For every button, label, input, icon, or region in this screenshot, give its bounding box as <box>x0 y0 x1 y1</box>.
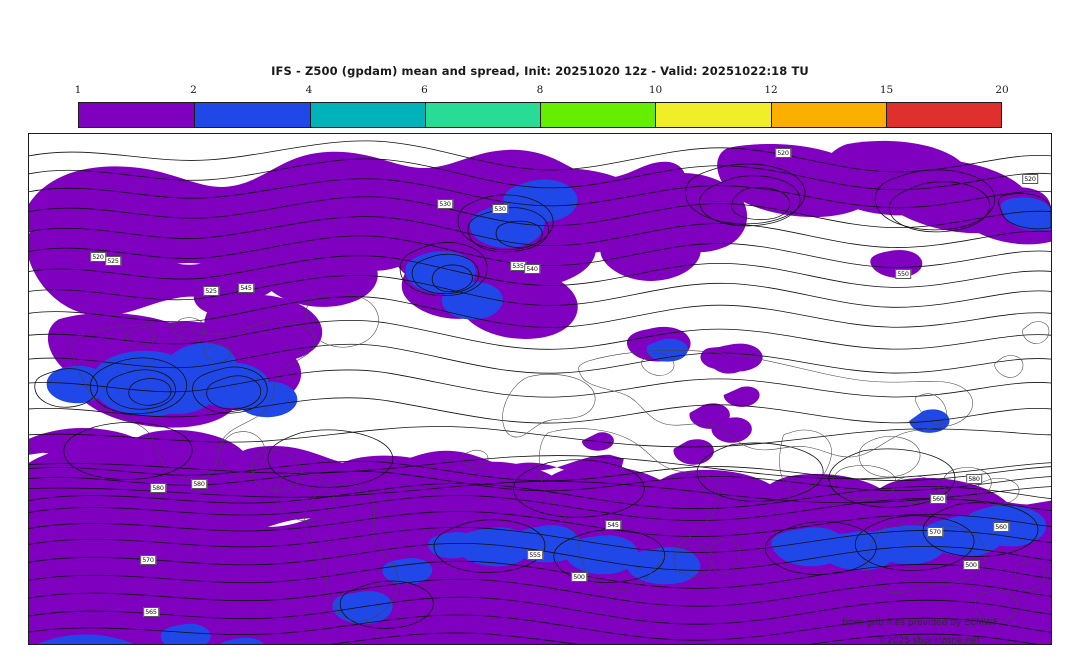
colorbar-band-6-8 <box>424 103 540 127</box>
contour-label: 560 <box>993 522 1009 532</box>
contour-label: 560 <box>930 494 946 504</box>
contour-label: 530 <box>492 204 508 214</box>
coastlines <box>68 293 1050 623</box>
contour-label: 545 <box>238 283 254 293</box>
contour-label: 500 <box>963 560 979 570</box>
colorbar-band-10-12 <box>655 103 771 127</box>
contour-label: 570 <box>927 527 943 537</box>
contour-label: 570 <box>140 555 156 565</box>
colorbar-band-1-2 <box>79 103 195 127</box>
contour-label: 555 <box>527 550 543 560</box>
colorbar-band-12-15 <box>770 103 886 127</box>
contour-label: 520 <box>90 252 106 262</box>
map-graphics <box>29 134 1051 644</box>
contour-label: 580 <box>191 479 207 489</box>
colorbar-band-2-4 <box>194 103 310 127</box>
colorbar-tick-15: 15 <box>879 84 894 96</box>
colorbar-band-15-20 <box>885 103 1001 127</box>
colorbar-tick-1: 1 <box>74 84 82 96</box>
colorbar-band-4-6 <box>309 103 425 127</box>
colorbar-tick-12: 12 <box>764 84 778 96</box>
colorbar-tick-4: 4 <box>305 84 313 96</box>
contour-label: 580 <box>150 483 166 493</box>
colorbar-tick-6: 6 <box>421 84 428 96</box>
colorbar-band-8-10 <box>540 103 656 127</box>
spread-shading-blue <box>37 179 1051 644</box>
contour-label: 580 <box>966 474 982 484</box>
copyright-credit: ©2025 sb@irizone.net <box>878 636 980 646</box>
colorbar-tick-labels: 1 2 4 6 8 10 12 15 20 <box>0 84 1080 100</box>
contour-label: 525 <box>203 286 219 296</box>
colorbar-tick-2: 2 <box>190 84 197 96</box>
contour-label: 550 <box>895 269 911 279</box>
colorbar-tick-20: 20 <box>995 84 1009 96</box>
contour-label: 520 <box>775 148 791 158</box>
contour-label: 545 <box>605 520 621 530</box>
contour-label: 520 <box>1022 174 1038 184</box>
colorbar-tick-8: 8 <box>536 84 544 96</box>
contour-label: 565 <box>143 607 159 617</box>
source-credit: from grib files provided by ECMWF <box>842 618 998 628</box>
contour-label: 500 <box>571 572 587 582</box>
page-title: IFS - Z500 (gpdam) mean and spread, Init… <box>271 64 809 78</box>
contour-label: 525 <box>105 256 121 266</box>
spread-colorbar <box>78 102 1002 128</box>
contour-label: 530 <box>437 199 453 209</box>
contour-label: 540 <box>524 264 540 274</box>
map-canvas[interactable]: 520 520 530 530 525 520 525 535 540 545 550 580 580 5… <box>28 133 1052 645</box>
colorbar-tick-10: 10 <box>648 84 663 96</box>
